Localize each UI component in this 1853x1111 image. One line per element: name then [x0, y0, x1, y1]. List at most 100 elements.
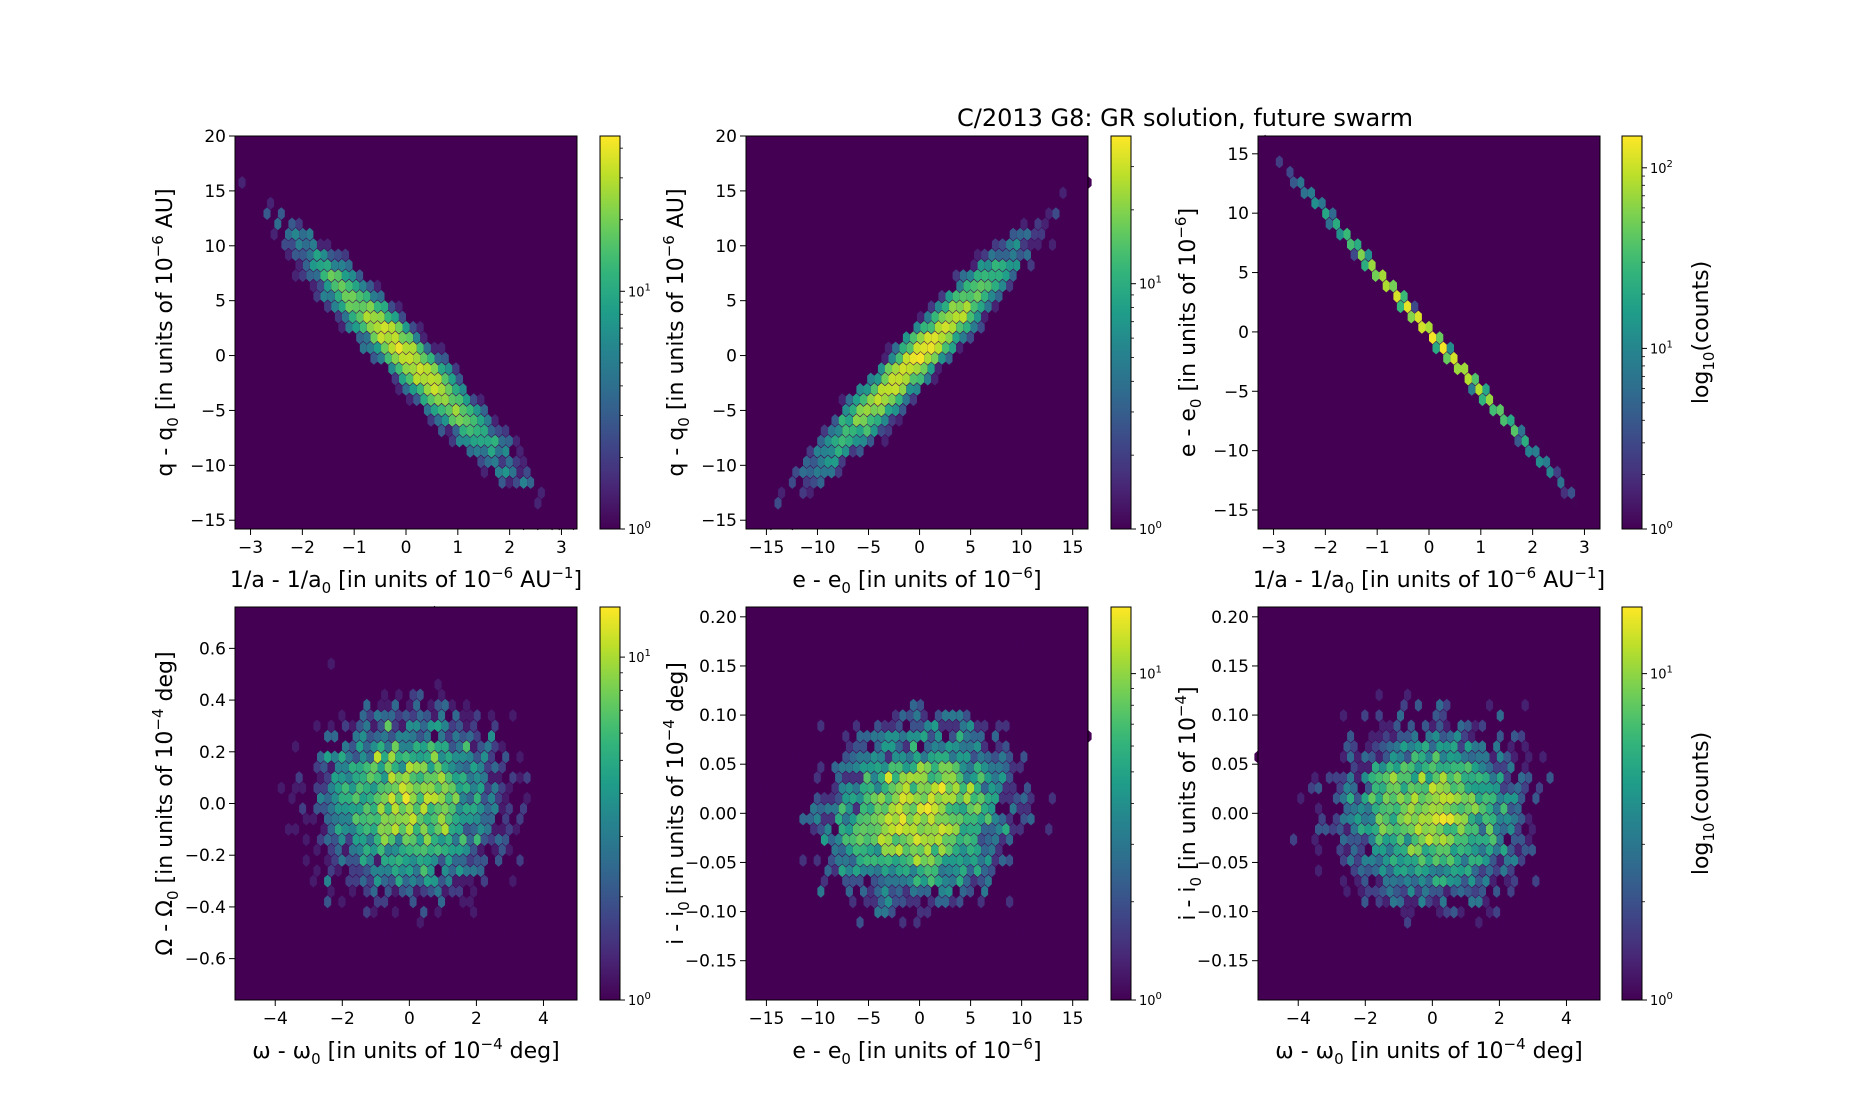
- hex-bin: [767, 802, 775, 816]
- hex-bin: [1290, 833, 1298, 847]
- hex-bin: [995, 864, 1003, 878]
- hex-bin: [1432, 812, 1440, 826]
- hex-bin: [959, 822, 967, 836]
- hex-bin: [249, 186, 257, 200]
- hex-bin: [835, 874, 843, 888]
- hex-bin: [366, 279, 374, 293]
- hex-bin: [867, 864, 875, 878]
- hex-bin: [917, 781, 925, 795]
- hex-bin: [924, 740, 932, 753]
- hex-bin: [874, 678, 882, 691]
- hex-bin: [1350, 248, 1358, 262]
- hex-bin: [913, 341, 921, 355]
- hex-bin: [895, 372, 903, 386]
- hex-bin: [1436, 781, 1444, 795]
- hex-bin: [1339, 729, 1348, 743]
- hex-bin: [434, 393, 442, 407]
- hex-bin: [316, 874, 325, 888]
- hex-bin: [1386, 781, 1394, 795]
- hex-bin: [870, 771, 878, 785]
- hex-bin: [527, 885, 535, 898]
- hex-bin: [423, 362, 431, 376]
- hex-bin: [1500, 414, 1508, 427]
- hex-bin: [509, 750, 517, 764]
- hex-bin: [381, 771, 389, 785]
- hex-bin: [1332, 812, 1340, 826]
- hex-bin: [938, 678, 946, 691]
- hex-bin: [1400, 740, 1408, 753]
- hex-bin: [817, 740, 825, 753]
- colorbar-tick-label: 101: [1650, 665, 1673, 683]
- hex-bin: [963, 300, 971, 314]
- hex-bin: [1375, 729, 1383, 743]
- hex-bin: [870, 833, 878, 847]
- hex-bin: [377, 905, 385, 919]
- hex-bin: [1386, 843, 1394, 857]
- hex-bin: [366, 709, 374, 722]
- hex-bin: [931, 310, 939, 324]
- hex-bin: [1009, 926, 1017, 940]
- hex-bin: [917, 760, 925, 774]
- hex-bin: [895, 310, 903, 324]
- hex-bin: [852, 864, 860, 878]
- hex-bin: [416, 729, 424, 743]
- hex-bin: [491, 843, 499, 857]
- hex-bin: [1389, 771, 1397, 785]
- hex-bin: [409, 709, 417, 722]
- hex-bin: [1489, 833, 1497, 847]
- hex-bin: [870, 362, 878, 376]
- hex-bin: [956, 729, 964, 743]
- hex-bin: [934, 320, 942, 334]
- hex-bin: [810, 947, 818, 960]
- hex-bin: [1386, 719, 1394, 733]
- hex-bin: [931, 905, 939, 919]
- hex-bin: [470, 678, 478, 691]
- hex-bin: [867, 719, 875, 733]
- hex-bin: [977, 709, 985, 722]
- hex-bin: [927, 750, 935, 764]
- hex-bin: [1429, 905, 1437, 919]
- hex-bin: [509, 424, 517, 438]
- hex-bin: [438, 916, 446, 929]
- hex-bin: [292, 802, 300, 816]
- hex-bin: [1038, 760, 1046, 774]
- hex-bin: [956, 709, 964, 722]
- hex-bin: [459, 688, 467, 702]
- hex-bin: [441, 434, 449, 448]
- hex-bin: [1532, 791, 1540, 805]
- hex-bin: [430, 916, 439, 929]
- hex-bin: [913, 854, 921, 867]
- hex-bin: [334, 885, 342, 898]
- hex-bin: [277, 698, 285, 712]
- hex-bin: [1304, 709, 1312, 722]
- hex-bin: [974, 905, 982, 919]
- hex-bin: [877, 833, 885, 847]
- hex-bin: [760, 781, 768, 795]
- hex-bin: [934, 833, 942, 847]
- hex-bin: [1300, 885, 1308, 898]
- hex-bin: [541, 698, 549, 712]
- hex-bin: [1357, 760, 1365, 774]
- hex-bin: [963, 341, 971, 355]
- hex-bin: [1372, 760, 1380, 774]
- hex-bin: [1031, 760, 1039, 774]
- hex-bin: [416, 874, 424, 888]
- hex-bin: [480, 833, 488, 847]
- hex-bin: [1543, 822, 1551, 836]
- hex-bin: [966, 781, 974, 795]
- hex-bin: [803, 455, 811, 469]
- hex-bin: [1478, 885, 1486, 898]
- hex-bin: [956, 320, 964, 334]
- hex-bin: [1450, 843, 1458, 857]
- hex-bin: [1357, 719, 1365, 733]
- hex-bin: [981, 885, 989, 898]
- hex-bin: [349, 885, 357, 898]
- hex-bin: [370, 905, 378, 919]
- hex-bin: [820, 854, 828, 867]
- hex-bin: [245, 176, 253, 189]
- hex-bin: [909, 719, 917, 733]
- hex-bin: [448, 372, 456, 386]
- hex-bin: [377, 947, 385, 960]
- hex-bin: [391, 331, 399, 345]
- hex-bin: [1414, 864, 1422, 878]
